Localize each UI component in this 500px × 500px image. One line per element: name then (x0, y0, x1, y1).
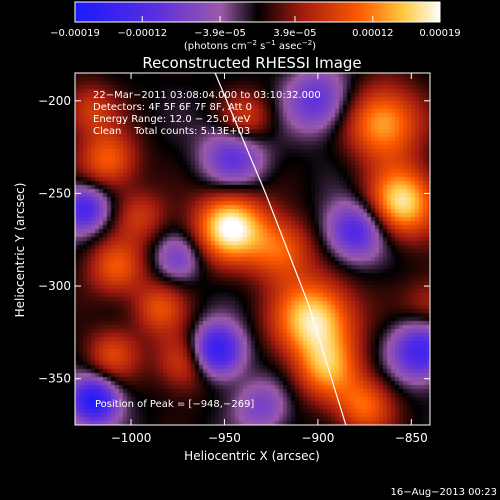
y-tick-label: −350 (38, 372, 71, 386)
y-tick-label: −300 (38, 279, 71, 293)
y-tick-label: −200 (38, 94, 71, 108)
annotation-time-range: 22−Mar−2011 03:08:04.000 to 03:10:32.000 (93, 90, 321, 101)
annotation-clean-counts: Clean Total counts: 5.13E+03 (93, 126, 250, 137)
axis-ticks: −1000 −950 −900 −850 −350 −300 −250 −200 (38, 73, 430, 445)
heatmap-image (75, 73, 430, 425)
annotation-detectors: Detectors: 4F 5F 6F 7F 8F, Att 0 (93, 102, 252, 113)
colorbar-tick-label: 0.00012 (352, 28, 393, 39)
observation-annotations: 22−Mar−2011 03:08:04.000 to 03:10:32.000… (93, 90, 321, 137)
colorbar (74, 1, 441, 23)
colorbar-tick-label: 0.00019 (419, 28, 460, 39)
annotation-energy-range: Energy Range: 12.0 − 25.0 keV (93, 114, 250, 125)
x-tick-label: −850 (395, 431, 428, 445)
colorbar-tick-label: 3.9e−05 (273, 28, 316, 39)
peak-position-label: Position of Peak = [−948,−269] (95, 399, 254, 410)
x-tick-label: −950 (208, 431, 241, 445)
colorbar-tick-label: −3.9e−05 (194, 28, 246, 39)
solar-limb-line (214, 73, 347, 425)
footer-timestamp: 16−Aug−2013 00:23 (391, 487, 497, 498)
chart-title: Reconstructed RHESSI Image (142, 54, 361, 72)
plot-frame (74, 72, 431, 426)
x-tick-label: −900 (301, 431, 334, 445)
colorbar-tick-label: −0.00019 (50, 28, 100, 39)
x-axis-label: Heliocentric X (arcsec) (184, 449, 320, 463)
colorbar-ticks: −0.00019 −0.00012 −3.9e−05 3.9e−05 0.00012 0.… (50, 16, 461, 39)
y-axis-label: Heliocentric Y (arcsec) (13, 183, 27, 318)
colorbar-tick-label: −0.00012 (117, 28, 167, 39)
x-tick-label: −1000 (111, 431, 152, 445)
y-tick-label: −250 (38, 186, 71, 200)
colorbar-unit-label: (photons cm−2 s−1 asec−2) (184, 39, 316, 52)
